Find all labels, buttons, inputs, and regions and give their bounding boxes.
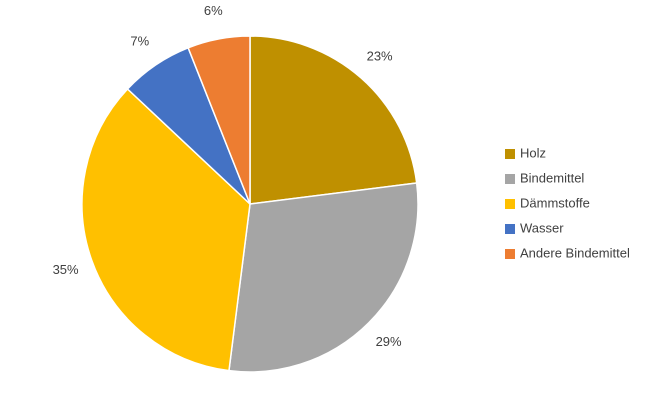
data-label: 35%: [53, 262, 79, 277]
legend-label: Bindemittel: [520, 170, 584, 185]
legend-swatch: [505, 174, 515, 184]
pie-slice: [187, 35, 251, 205]
legend-label: Dämmstoffe: [520, 195, 590, 210]
pie-slice: [249, 35, 418, 205]
legend-swatch: [505, 199, 515, 209]
legend-swatch: [505, 149, 515, 159]
legend-swatch: [505, 249, 515, 259]
data-label: 6%: [204, 3, 223, 18]
pie-slice: [81, 87, 251, 372]
legend-label: Holz: [520, 145, 546, 160]
legend-label: Andere Bindemittel: [520, 245, 630, 260]
legend-label: Wasser: [520, 220, 564, 235]
pie-slice: [228, 182, 419, 373]
data-label: 7%: [130, 33, 149, 48]
data-label: 29%: [376, 334, 402, 349]
data-label: 23%: [367, 48, 393, 63]
legend-swatch: [505, 224, 515, 234]
